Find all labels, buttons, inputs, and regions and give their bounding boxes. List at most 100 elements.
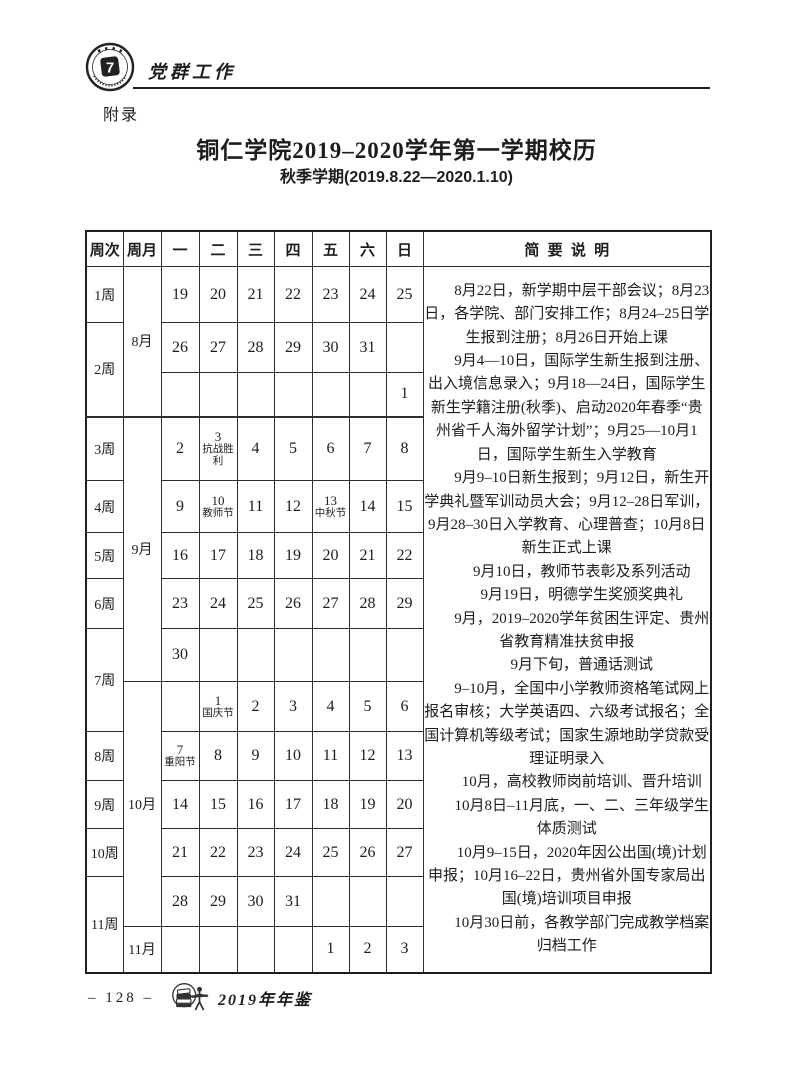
day-cell <box>311 372 350 417</box>
calendar-row: 7周 30 <box>85 628 711 732</box>
column-header: 五 <box>311 230 350 267</box>
day-cell: 20 <box>198 266 238 323</box>
note-paragraph: 10月，高校教师岗前培训、晋升培训 <box>461 774 702 791</box>
column-header: 三 <box>236 230 275 267</box>
day-cell: 11 <box>236 480 275 533</box>
day-cell: 9 <box>236 731 275 781</box>
section-label: 党群工作 <box>148 62 236 82</box>
day-cell: 19 <box>348 780 387 829</box>
day-cell <box>348 628 387 682</box>
day-cell: 15 <box>198 780 238 829</box>
day-cell: 17 <box>198 532 238 579</box>
day-cell: 1 <box>385 372 424 417</box>
yearbook-mascot-icon <box>172 983 209 1011</box>
holiday-label: 国庆节 <box>202 707 234 719</box>
day-cell: 10 <box>273 731 313 781</box>
day-cell <box>311 876 350 927</box>
svg-text:7: 7 <box>106 60 114 77</box>
day-cell: 27 <box>198 322 238 373</box>
day-cell: 7 重阳节 <box>160 731 200 781</box>
note-paragraph: 9–10月，全国中小学教师资格笔试网上报名审核；大学英语四、六级考试报名；全国计… <box>424 680 710 767</box>
day-cell: 28 <box>160 876 200 927</box>
calendar-table: 周次 周月一二三四五六日简要说明 1周 8月 19 20 21 22 23 24 25 8月22日，新… <box>85 230 712 974</box>
day-cell <box>236 926 275 973</box>
month-cell: 10月 <box>122 681 162 927</box>
day-cell: 2 <box>348 926 387 973</box>
day-cell: 30 <box>160 628 200 682</box>
day-cell: 22 <box>385 532 424 579</box>
calendar-row: 5周 16 17 18 19 20 21 22 <box>85 532 711 579</box>
day-cell: 26 <box>348 828 387 877</box>
holiday-label: 重阳节 <box>164 757 196 769</box>
day-cell <box>160 926 200 973</box>
day-cell: 13 中秋节 <box>311 480 350 533</box>
day-cell: 2 <box>160 415 200 481</box>
day-cell: 20 <box>311 532 350 579</box>
day-cell: 10 教师节 <box>198 480 238 533</box>
note-paragraph: 9月，2019–2020学年贫困生评定、贵州省教育精准扶贫申报 <box>454 610 710 650</box>
note-paragraph: 10月8日–11月底，一、二、三年级学生体质测试 <box>454 797 709 838</box>
calendar-row: 9周 14 15 16 17 18 19 20 <box>85 780 711 829</box>
calendar-row: 10月 1 国庆节 2 3 4 5 6 <box>86 681 711 927</box>
holiday-label: 中秋节 <box>314 507 347 519</box>
day-cell <box>385 876 424 927</box>
day-cell: 23 <box>311 266 350 323</box>
appendix-label: 附录 <box>103 107 140 124</box>
page-footer: – 128 – 2019年年鉴 <box>88 980 312 1016</box>
week-cell: 2周 <box>85 322 124 417</box>
page-title: 铜仁学院2019–2020学年第一学期校历 <box>196 138 597 163</box>
day-cell: 22 <box>273 266 313 323</box>
day-cell: 23 <box>160 578 200 629</box>
note-paragraph: 10月9–15日，2020年因公出国(境)计划申报；10月16–22日，贵州省外… <box>427 844 707 908</box>
day-number: 1 <box>214 692 222 708</box>
holiday-label: 抗战胜利 <box>202 443 234 468</box>
day-cell: 14 <box>348 480 387 533</box>
calendar-row: 1周 8月 19 20 21 22 23 24 25 8月22日，新学期中层干部会议；8月23日，… <box>85 266 712 973</box>
day-cell <box>198 372 238 417</box>
day-cell <box>385 322 424 373</box>
day-cell: 1 <box>311 926 350 973</box>
notes-cell: 8月22日，新学期中层干部会议；8月23日，各学院、部门安排工作；8月24–25… <box>422 266 712 973</box>
day-cell: 7 <box>348 415 387 481</box>
day-cell: 31 <box>273 876 313 927</box>
column-header: 简要说明 <box>422 230 712 267</box>
calendar-row: 8周 7 重阳节 8 9 10 11 12 13 <box>85 731 711 781</box>
day-cell: 29 <box>198 876 238 927</box>
page-number: – 128 – <box>88 989 154 1006</box>
note-paragraph: 9月19日，明德学生奖颁奖典礼 <box>480 587 683 604</box>
day-cell: 19 <box>160 266 200 323</box>
column-header: 一 <box>160 230 200 267</box>
week-cell: 3周 <box>85 415 124 481</box>
day-cell: 24 <box>273 828 313 877</box>
note-paragraph: 9月4—10日，国际学生新生报到注册、出入境信息录入；9月18—24日，国际学生… <box>427 353 710 463</box>
month-cell: 8月 <box>122 266 162 417</box>
day-cell <box>198 628 238 682</box>
day-number: 7 <box>176 742 184 758</box>
calendar-row: 11周 28 29 30 31 <box>85 876 711 973</box>
day-cell: 1 国庆节 <box>198 681 238 732</box>
day-cell: 29 <box>273 322 313 373</box>
column-header: 日 <box>385 230 424 267</box>
week-cell: 10周 <box>85 828 124 877</box>
day-cell <box>273 628 313 682</box>
day-cell <box>311 628 350 682</box>
day-cell <box>236 372 275 417</box>
day-number: 13 <box>324 492 337 508</box>
calendar-row: 10周 21 22 23 24 25 26 27 <box>85 828 711 877</box>
month-cell: 11月 <box>122 926 162 973</box>
day-cell <box>160 681 200 732</box>
day-number: 3 <box>214 428 222 444</box>
day-cell: 24 <box>348 266 387 323</box>
day-cell: 2 <box>236 681 275 732</box>
day-cell <box>273 372 313 417</box>
day-cell: 13 <box>385 731 424 781</box>
day-cell: 27 <box>385 828 424 877</box>
day-cell: 25 <box>236 578 275 629</box>
day-cell: 26 <box>160 322 200 373</box>
day-cell: 3 抗战胜利 <box>198 415 238 481</box>
holiday-label: 教师节 <box>202 507 234 519</box>
note-paragraph: 8月22日，新学期中层干部会议；8月23日，各学院、部门安排工作；8月24–25… <box>424 282 710 346</box>
column-header: 周次 <box>85 230 124 267</box>
day-cell <box>198 926 238 973</box>
day-cell <box>385 628 424 682</box>
